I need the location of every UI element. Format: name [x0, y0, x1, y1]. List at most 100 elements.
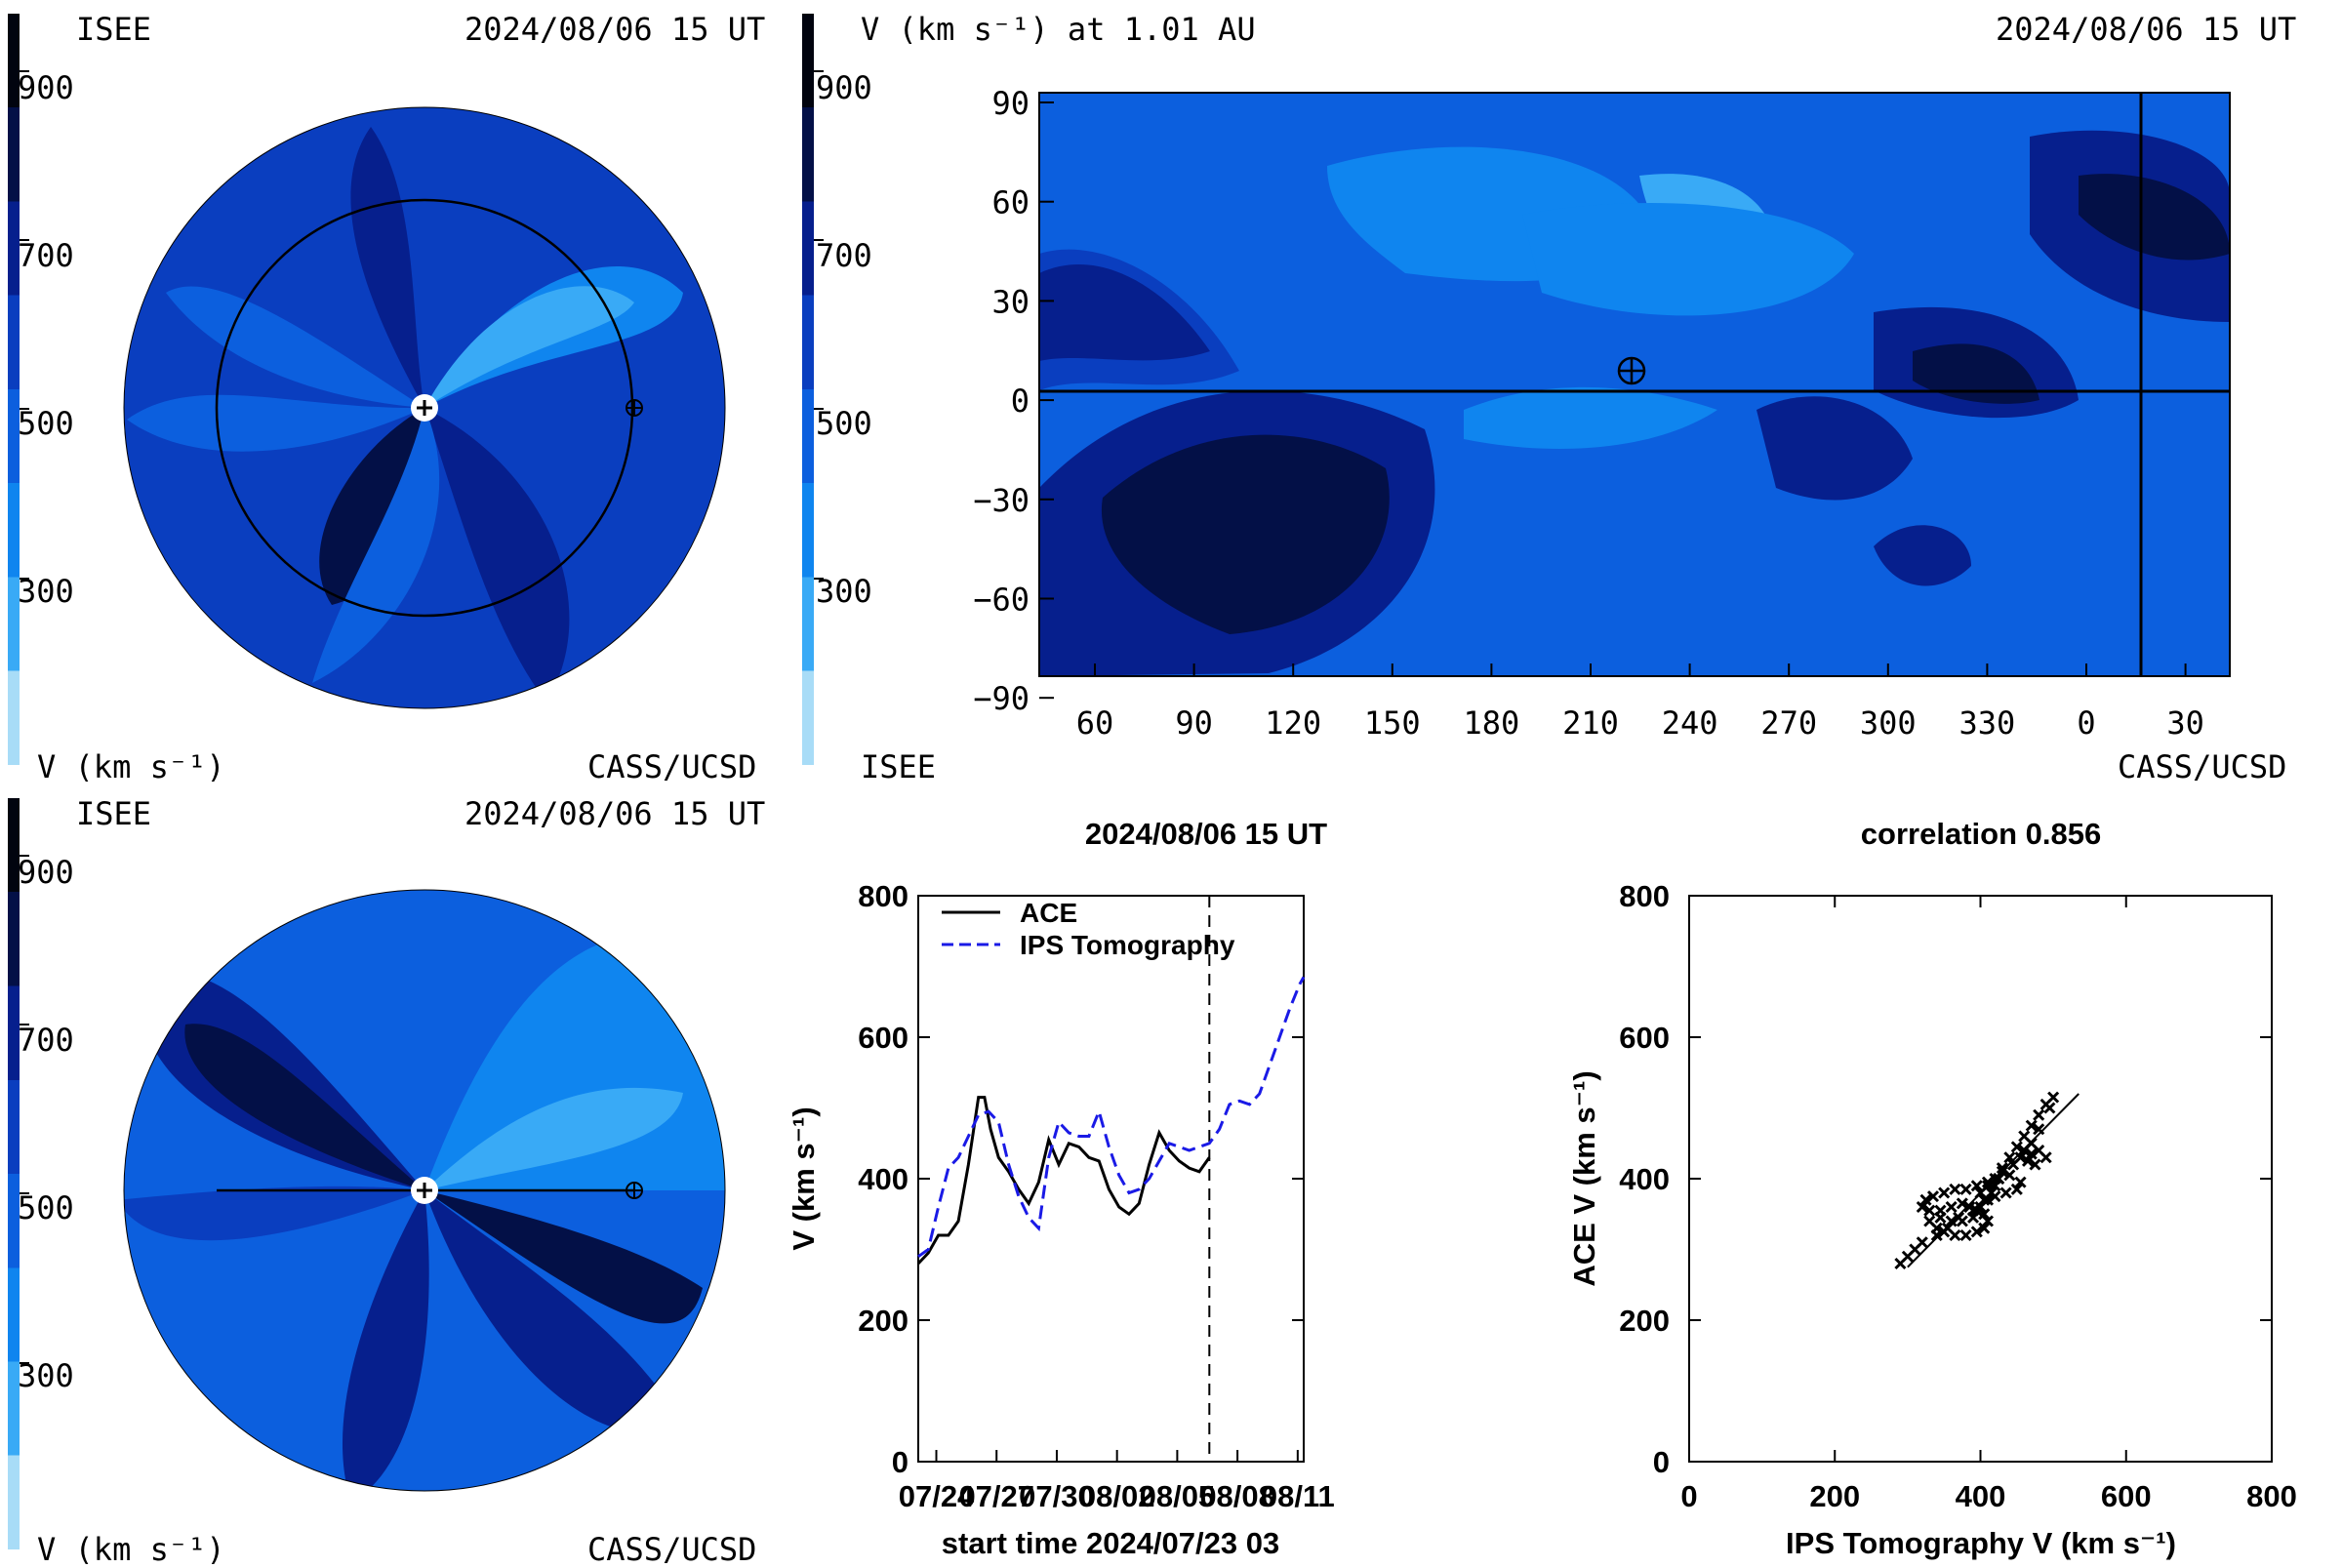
earth-icon [626, 399, 643, 417]
map-x-axis: 60 90 120 150 180 210 240 270 300 330 0 30 [1076, 663, 2204, 742]
map-x-tick-label: 30 [2166, 704, 2204, 742]
scatter-point [2039, 1151, 2052, 1164]
scatter-point [2025, 1147, 2038, 1160]
sc-y-tick-label: 0 [1653, 1445, 1670, 1479]
series-line-ips-tomography [917, 976, 1306, 1259]
sc-x-tick-label: 400 [1956, 1479, 2006, 1513]
ts-ylabel: V (km s⁻¹) [787, 1106, 821, 1250]
scatter-point [1989, 1190, 2001, 1203]
map-x-tick-label: 90 [1175, 704, 1213, 742]
ts-x-tick-label: 07/30 [1019, 1479, 1095, 1513]
scatter-point [2007, 1158, 2020, 1171]
map-x-tick-label: 150 [1364, 704, 1421, 742]
scatter-point [2010, 1141, 2023, 1153]
scatter-point [1949, 1183, 1961, 1195]
colorbar-tick [20, 69, 29, 72]
scatter-point [1926, 1190, 1940, 1203]
scatter-point [1981, 1176, 1995, 1188]
map-x-tick-label: 120 [1265, 704, 1321, 742]
scatter-point [1963, 1200, 1976, 1214]
credit-label: CASS/UCSD [587, 1531, 757, 1568]
sc-ylabel: ACE V (km s⁻¹) [1567, 1070, 1601, 1286]
map-panel: 900 700 500 300 V (km s⁻¹) at 1.01 AU 20… [781, 0, 2342, 785]
datetime-label: 2024/08/06 15 UT [464, 795, 766, 832]
ts-xlabel: start time 2024/07/23 03 [942, 1526, 1279, 1560]
colorbar-top-left [8, 14, 29, 765]
tick-300: 300 [18, 1357, 74, 1394]
scatter-point [2029, 1158, 2041, 1171]
ts-x-tick-label: 07/27 [958, 1479, 1034, 1513]
map-x-tick-label: 240 [1662, 704, 1718, 742]
timeseries-chart: 2024/08/06 15 UT 0 200 400 600 800 07/2407/27… [787, 817, 1335, 1560]
scatter-point [2025, 1119, 2038, 1132]
map-y-tick-label: −60 [973, 582, 1030, 619]
map-title: V (km s⁻¹) at 1.01 AU [861, 11, 1256, 48]
colorbar-tick [20, 1024, 29, 1025]
tick-300: 300 [816, 573, 872, 610]
scatter-point [1993, 1172, 2005, 1186]
sc-y-tick-label: 400 [1619, 1162, 1670, 1196]
scatter-point [1966, 1211, 1980, 1224]
legend-ips: IPS Tomography [1020, 930, 1235, 960]
map-y-axis: 90 60 30 0 −30 −60 −90 [973, 85, 1054, 717]
datetime-label: 2024/08/06 15 UT [464, 11, 766, 48]
sc-y-tick-label: 800 [1619, 879, 1670, 913]
colorbar-tick [814, 408, 824, 411]
ts-y-tick-label: 200 [858, 1304, 909, 1338]
isee-label: ISEE [76, 11, 152, 48]
scatter-point [1978, 1222, 1991, 1234]
units-label: V (km s⁻¹) [37, 1531, 225, 1568]
tick-900: 900 [816, 69, 872, 106]
map-y-tick-label: 0 [1011, 382, 1030, 420]
sc-x-tick-label: 200 [1809, 1479, 1860, 1513]
colorbar-tick [20, 1192, 29, 1195]
scatter-point [1970, 1226, 1983, 1238]
scatter-point [1934, 1211, 1947, 1224]
fit-line [1907, 1093, 2080, 1268]
colorbar-tick [814, 69, 824, 72]
map-x-tick-label: 210 [1562, 704, 1619, 742]
isee-label: ISEE [861, 748, 937, 785]
polar-panel-top: 900 700 500 300 ISEE 2024/08/06 15 UT V … [0, 0, 781, 785]
scatter-point [2003, 1169, 2016, 1182]
sc-x-tick-label: 600 [2101, 1479, 2152, 1513]
scatter-chart: correlation 0.856 0 200 400 600 800 0 200 400 60… [1567, 817, 2297, 1560]
scatter-point [1938, 1226, 1951, 1238]
scatter-point [1916, 1236, 1928, 1249]
earth-icon [626, 1182, 643, 1199]
scatter-point [2021, 1154, 2035, 1167]
polar-panel-bottom: 900 700 500 300 ISEE 2024/08/06 15 UT V … [0, 781, 781, 1565]
scatter-point [2010, 1183, 2023, 1195]
sc-x-tick-label: 800 [2246, 1479, 2297, 1513]
scatter-point [1978, 1208, 1991, 1221]
scatter-point [2043, 1102, 2056, 1114]
ts-y-tick-label: 0 [892, 1445, 909, 1479]
scatter-point [2047, 1091, 2060, 1104]
colorbar-tick [814, 239, 824, 241]
colorbar-tick [814, 577, 824, 580]
tick-500: 500 [18, 1189, 74, 1226]
earth-icon [1617, 356, 1646, 385]
isee-label: ISEE [76, 795, 152, 832]
colorbar-tick [20, 577, 29, 580]
ts-y-tick-label: 600 [858, 1021, 909, 1055]
tick-500: 500 [18, 405, 74, 442]
sc-title: correlation 0.856 [1861, 817, 2101, 851]
sc-xlabel: IPS Tomography V (km s⁻¹) [1786, 1526, 2176, 1560]
units-label: V (km s⁻¹) [37, 748, 225, 785]
ts-x-tick-label: 08/02 [1079, 1479, 1155, 1513]
tick-300: 300 [18, 573, 74, 610]
ts-y-tick-label: 400 [858, 1162, 909, 1196]
scatter-point [1923, 1204, 1936, 1217]
credit-label: CASS/UCSD [2118, 748, 2287, 785]
latlon-map: 60 90 120 150 180 210 240 270 300 330 0 30 9060300−… [973, 85, 2231, 742]
map-x-tick-label: 180 [1464, 704, 1520, 742]
scatter-point [1945, 1215, 1958, 1227]
ts-x-tick-label: 08/05 [1140, 1479, 1216, 1513]
map-y-tick-label: 90 [991, 85, 1030, 122]
tick-900: 900 [18, 854, 74, 891]
polar-map-top [123, 106, 726, 709]
colorbar-map [802, 14, 824, 765]
scatter-point [1981, 1215, 1995, 1227]
polar-map-bottom [123, 889, 726, 1492]
